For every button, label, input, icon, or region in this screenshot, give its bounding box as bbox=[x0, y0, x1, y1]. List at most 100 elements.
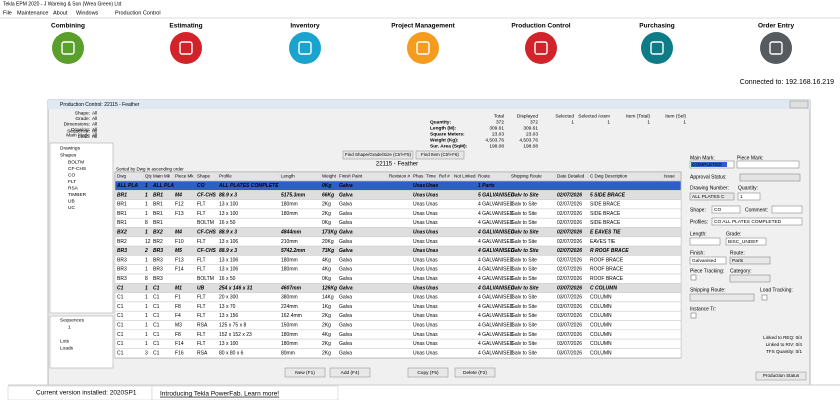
module-icon[interactable] bbox=[289, 32, 321, 64]
tree-node[interactable]: Shapes bbox=[60, 152, 77, 158]
grid-cell: ROOF BRACE bbox=[590, 257, 624, 263]
checkbox[interactable] bbox=[691, 313, 696, 318]
grid-cell: 13 x 106 bbox=[219, 257, 238, 263]
column-header[interactable]: Paint bbox=[352, 174, 363, 179]
column-header[interactable]: Route bbox=[478, 174, 491, 179]
tree-node[interactable]: Drawings bbox=[60, 145, 81, 151]
grid-cell: 02/07/2026 bbox=[557, 239, 582, 245]
menu-item[interactable]: About bbox=[53, 10, 68, 16]
checkbox[interactable] bbox=[691, 275, 696, 280]
grid-cell: 8 bbox=[145, 220, 148, 226]
column-header[interactable]: Shape bbox=[197, 174, 211, 179]
grid-cell: 13 x 106 bbox=[219, 267, 238, 273]
column-header[interactable]: Phas bbox=[413, 174, 424, 179]
module-icon[interactable] bbox=[525, 32, 557, 64]
tree-node[interactable]: UB bbox=[68, 198, 75, 204]
module-label[interactable]: Order Entry bbox=[758, 23, 795, 30]
grid-cell: COLUMN bbox=[590, 295, 612, 301]
grid-cell: 02/07/2026 bbox=[557, 248, 582, 254]
tree-node[interactable]: RSA bbox=[68, 185, 79, 191]
menu-item[interactable]: File bbox=[3, 10, 12, 16]
grid-cell: Galv to Site bbox=[511, 332, 537, 338]
module-icon[interactable] bbox=[170, 32, 202, 64]
column-header[interactable]: Issue bbox=[664, 174, 675, 179]
column-header[interactable]: Profile bbox=[219, 174, 232, 179]
module-label[interactable]: Project Management bbox=[391, 23, 455, 30]
grid-cell: CF-CHS bbox=[197, 248, 217, 254]
column-header[interactable]: Not Linked bbox=[454, 174, 476, 179]
tree-node[interactable]: Sequences bbox=[60, 317, 85, 323]
grid-cell: 80 x 80 x 6 bbox=[219, 350, 244, 356]
column-header[interactable]: C Dwg Description bbox=[590, 174, 628, 179]
module-label[interactable]: Combining bbox=[51, 23, 85, 30]
column-header[interactable]: Piece Mk bbox=[175, 174, 194, 179]
module-label[interactable]: Purchasing bbox=[639, 23, 674, 30]
grid-cell: 88.9 x 3 bbox=[219, 192, 237, 198]
grid-cell: 3 bbox=[145, 350, 148, 356]
window-title: Tekla EPM 2020 - J Wareing & Son (Wrea G… bbox=[3, 1, 122, 7]
module-label[interactable]: Estimating bbox=[169, 23, 202, 30]
grid-cell: Galv to Site bbox=[511, 350, 537, 356]
grid-cell: Galva bbox=[339, 332, 352, 338]
module-icon[interactable] bbox=[407, 32, 439, 64]
filter-value: All bbox=[92, 110, 97, 116]
grid-cell: BR3 bbox=[153, 248, 163, 254]
input-field[interactable] bbox=[690, 294, 754, 301]
grid-cell: Unas bbox=[413, 192, 425, 198]
module-icon[interactable] bbox=[52, 32, 84, 64]
input-field[interactable] bbox=[730, 275, 770, 282]
tree-node[interactable]: FLT bbox=[68, 179, 76, 185]
column-header[interactable]: Shipping Route bbox=[511, 174, 542, 179]
input-field[interactable] bbox=[772, 206, 802, 213]
input-field[interactable] bbox=[737, 161, 799, 168]
column-header[interactable]: Main Mk bbox=[153, 174, 171, 179]
checkbox[interactable] bbox=[762, 295, 767, 300]
grid-cell: Unas bbox=[426, 332, 438, 338]
tree-node[interactable]: CF-CHS bbox=[68, 166, 86, 172]
menu-item[interactable]: Windows bbox=[76, 10, 99, 16]
grid-cell: COLUMN bbox=[590, 341, 612, 347]
grid-cell: CO bbox=[197, 183, 205, 189]
grid-cell: C COLUMN bbox=[590, 285, 617, 291]
input-field[interactable] bbox=[690, 238, 720, 245]
grid-cell: 02/07/2026 bbox=[557, 257, 582, 263]
column-header[interactable]: Finish bbox=[339, 174, 352, 179]
grid-cell: BR1 bbox=[117, 211, 127, 217]
grid-cell: Unas bbox=[413, 350, 425, 356]
column-header[interactable]: Length bbox=[281, 174, 295, 179]
grid-cell: FLT bbox=[197, 304, 206, 310]
grid-cell: 1 bbox=[145, 295, 148, 301]
column-header[interactable]: Ref # bbox=[439, 174, 450, 179]
column-header[interactable]: Revision # bbox=[389, 174, 411, 179]
grid-cell: Galv to Site bbox=[511, 285, 539, 291]
grid-cell: Unas bbox=[413, 248, 425, 254]
grid-cell: FLT bbox=[197, 211, 206, 217]
field-label: Drawing Number: bbox=[690, 185, 729, 191]
module-icon[interactable] bbox=[760, 32, 792, 64]
tree-node[interactable]: CO bbox=[68, 172, 75, 178]
module-label[interactable]: Production Control bbox=[511, 23, 570, 30]
grid-cell: C1 bbox=[153, 341, 160, 347]
menu-item[interactable]: Production Control bbox=[115, 10, 161, 16]
grid-cell: 180mm bbox=[281, 202, 298, 208]
tree-node[interactable]: Loads bbox=[60, 345, 74, 351]
tree-node[interactable]: 1 bbox=[68, 324, 71, 330]
tree-node[interactable]: UC bbox=[68, 205, 75, 211]
tree-node[interactable]: BOLTM bbox=[68, 159, 84, 165]
tree-node[interactable]: Lots bbox=[60, 338, 70, 344]
column-header[interactable]: Weight bbox=[322, 174, 337, 179]
column-header[interactable]: Time bbox=[426, 174, 436, 179]
summary-header: Total bbox=[494, 113, 504, 119]
grid-cell: F16 bbox=[175, 350, 184, 356]
field-label: Finish: bbox=[690, 250, 705, 256]
tree-node[interactable]: TIMBER bbox=[68, 192, 87, 198]
module-icon[interactable] bbox=[641, 32, 673, 64]
input-field[interactable] bbox=[740, 174, 800, 181]
promo-link[interactable]: Introducing Tekla PowerFab. Learn more! bbox=[160, 391, 279, 398]
module-label[interactable]: Inventory bbox=[290, 23, 320, 30]
grid-cell: 13 x 106 bbox=[219, 239, 238, 245]
menu-item[interactable]: Maintenance bbox=[17, 10, 49, 16]
column-header[interactable]: Date Detailed bbox=[557, 174, 585, 179]
column-header[interactable]: Dwg bbox=[117, 174, 126, 179]
